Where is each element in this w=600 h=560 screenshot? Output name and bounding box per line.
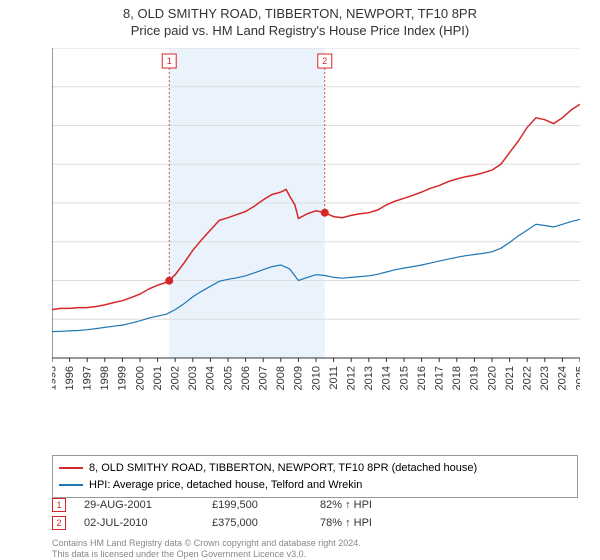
svg-text:2021: 2021 [504,366,516,390]
svg-text:2018: 2018 [451,366,463,390]
svg-text:1999: 1999 [117,366,129,390]
event-hpi-1: 78% ↑ HPI [320,517,372,529]
event-marker-0: 1 [52,498,66,512]
title-block: 8, OLD SMITHY ROAD, TIBBERTON, NEWPORT, … [0,0,600,38]
event-date-1: 02-JUL-2010 [84,517,194,529]
svg-text:2: 2 [322,56,327,66]
svg-text:1995: 1995 [52,366,58,390]
legend-row-1: HPI: Average price, detached house, Telf… [59,477,571,494]
title-sub: Price paid vs. HM Land Registry's House … [0,23,600,38]
chart-container: 8, OLD SMITHY ROAD, TIBBERTON, NEWPORT, … [0,0,600,560]
event-hpi-0: 82% ↑ HPI [320,499,372,511]
events-box: 1 29-AUG-2001 £199,500 82% ↑ HPI 2 02-JU… [52,498,578,534]
event-date-0: 29-AUG-2001 [84,499,194,511]
legend-label-0: 8, OLD SMITHY ROAD, TIBBERTON, NEWPORT, … [89,460,477,477]
footer-line-1: Contains HM Land Registry data © Crown c… [52,538,578,549]
svg-text:2001: 2001 [152,366,164,390]
event-price-1: £375,000 [212,517,302,529]
legend-swatch-1 [59,484,83,486]
svg-text:2008: 2008 [275,366,287,390]
svg-text:2022: 2022 [522,366,534,390]
svg-text:2012: 2012 [346,366,358,390]
footer-line-2: This data is licensed under the Open Gov… [52,549,578,560]
svg-text:2007: 2007 [258,366,270,390]
svg-text:2016: 2016 [416,366,428,390]
svg-text:2003: 2003 [187,366,199,390]
svg-text:2009: 2009 [293,366,305,390]
svg-text:2025: 2025 [574,366,580,390]
svg-text:2011: 2011 [328,366,340,390]
svg-text:2004: 2004 [205,366,217,390]
svg-text:2000: 2000 [134,366,146,390]
legend-box: 8, OLD SMITHY ROAD, TIBBERTON, NEWPORT, … [52,455,578,498]
event-row-1: 2 02-JUL-2010 £375,000 78% ↑ HPI [52,516,578,530]
event-row-0: 1 29-AUG-2001 £199,500 82% ↑ HPI [52,498,578,512]
svg-text:2019: 2019 [469,366,481,390]
event-marker-1: 2 [52,516,66,530]
legend-swatch-0 [59,467,83,469]
svg-text:2020: 2020 [486,366,498,390]
footer-attribution: Contains HM Land Registry data © Crown c… [52,538,578,560]
chart-svg: £0£100K£200K£300K£400K£500K£600K£700K£80… [52,48,580,408]
title-main: 8, OLD SMITHY ROAD, TIBBERTON, NEWPORT, … [0,6,600,21]
svg-text:2023: 2023 [539,366,551,390]
svg-text:1997: 1997 [81,366,93,390]
chart-area: £0£100K£200K£300K£400K£500K£600K£700K£80… [52,48,580,408]
svg-text:2010: 2010 [310,366,322,390]
svg-text:2002: 2002 [169,366,181,390]
svg-text:1996: 1996 [64,366,76,390]
legend-row-0: 8, OLD SMITHY ROAD, TIBBERTON, NEWPORT, … [59,460,571,477]
svg-text:2005: 2005 [222,366,234,390]
svg-text:1998: 1998 [99,366,111,390]
svg-text:2015: 2015 [398,366,410,390]
svg-text:2017: 2017 [434,366,446,390]
svg-text:1: 1 [167,56,172,66]
legend-label-1: HPI: Average price, detached house, Telf… [89,477,362,494]
svg-text:2013: 2013 [363,366,375,390]
event-price-0: £199,500 [212,499,302,511]
svg-text:2006: 2006 [240,366,252,390]
svg-text:2014: 2014 [381,366,393,390]
svg-text:2024: 2024 [557,366,569,390]
